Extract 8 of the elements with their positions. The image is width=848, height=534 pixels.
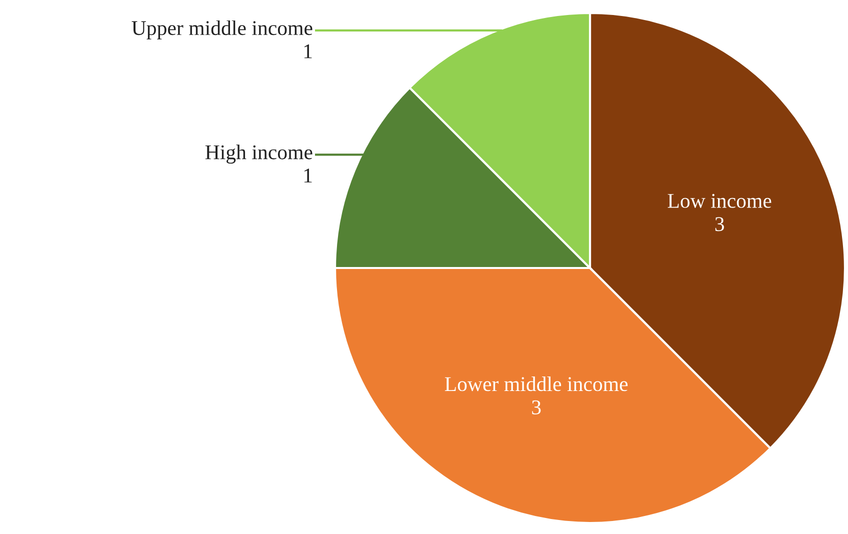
data-label: 1 xyxy=(304,168,312,182)
slice-label: Upper middle income xyxy=(132,20,312,40)
slice-label: Lower middle income xyxy=(444,376,628,392)
slice-label: Low income xyxy=(668,194,772,208)
data-label: 3 xyxy=(532,400,541,414)
slice-label: High income xyxy=(205,144,312,164)
data-label: 1 xyxy=(304,44,312,58)
data-label: 3 xyxy=(715,217,724,232)
